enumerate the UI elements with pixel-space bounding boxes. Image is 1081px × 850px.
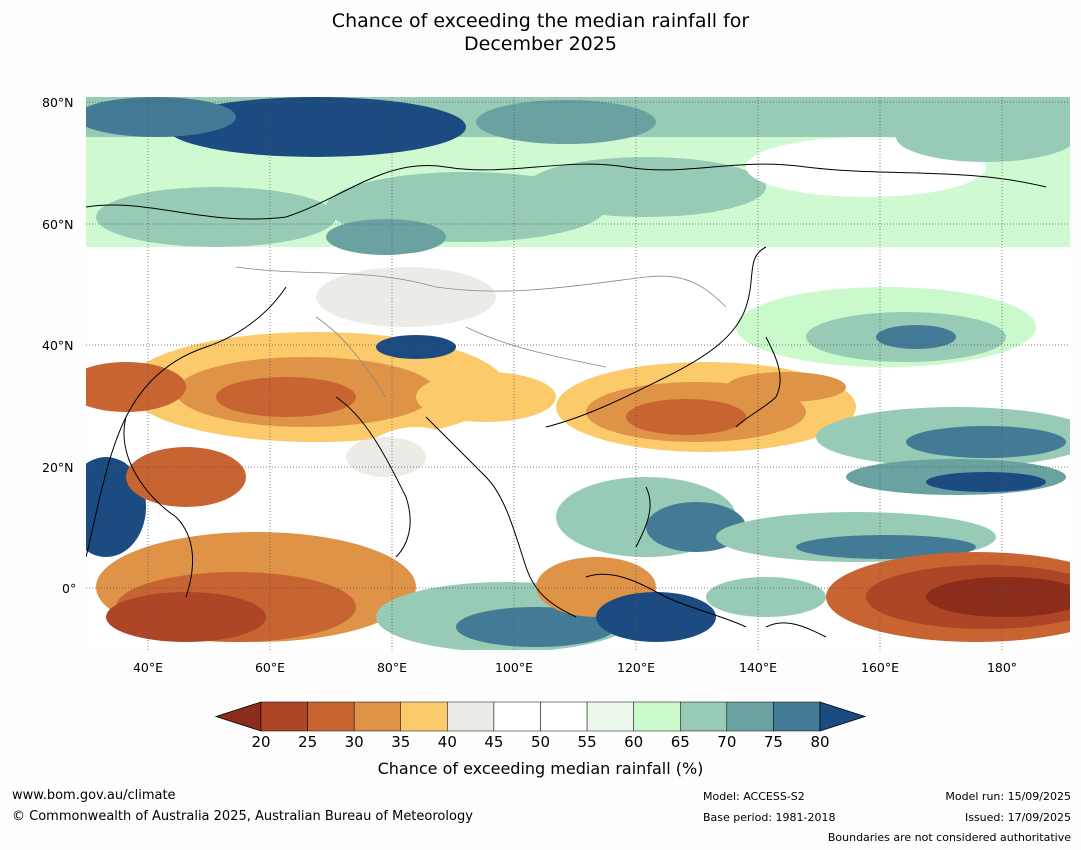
colorbar-segment (726, 701, 774, 732)
footer-model-run: Model run: 15/09/2025 (945, 790, 1071, 803)
dry-region (126, 447, 246, 507)
dry-region (106, 592, 266, 642)
graticule (86, 97, 1070, 650)
wet-region (896, 112, 1070, 162)
very-wet-region (86, 97, 236, 137)
footer-url: www.bom.gov.au/climate (12, 788, 176, 803)
colorbar-tick-label: 45 (484, 733, 504, 751)
chart-title: Chance of exceeding the median rainfall … (0, 10, 1081, 56)
very-wet-region (376, 335, 456, 359)
colorbar-segment (540, 701, 588, 732)
coastlines (86, 163, 1047, 638)
lon-tick: 140°E (738, 660, 778, 675)
lat-tick: 80°N (42, 95, 74, 110)
colorbar (214, 701, 867, 732)
colorbar-tick-label: 75 (763, 733, 783, 751)
wet-region (526, 157, 766, 217)
lat-tick: 20°N (42, 460, 74, 475)
footer-issued: Issued: 17/09/2025 (964, 811, 1071, 824)
lon-tick: 40°E (132, 660, 164, 675)
colorbar-arrow-low (214, 701, 262, 732)
colorbar-tick-label: 65 (670, 733, 690, 751)
colorbar-segment (400, 701, 448, 732)
lon-tick: 160°E (860, 660, 900, 675)
dry-region (86, 362, 186, 412)
neutral-region (346, 437, 426, 477)
lat-tick: 0° (62, 581, 77, 596)
lon-tick: 60°E (254, 660, 286, 675)
footer-base-period: Base period: 1981-2018 (703, 811, 836, 824)
dry-region (416, 372, 556, 422)
very-wet-region (926, 472, 1046, 492)
colorbar-segment (260, 701, 308, 732)
very-wet-region (876, 325, 956, 349)
very-wet-region (906, 426, 1066, 458)
colorbar-segment (447, 701, 495, 732)
colorbar-tick-label: 20 (251, 733, 271, 751)
neutral-region (316, 267, 496, 327)
title-line-1: Chance of exceeding the median rainfall … (331, 10, 750, 32)
lon-tick: 100°E (494, 660, 534, 675)
country-borders (235, 266, 727, 398)
lon-tick: 180° (986, 660, 1018, 675)
map-svg (86, 97, 1070, 650)
lon-tick: 80°E (376, 660, 408, 675)
footer-model: Model: ACCESS-S2 (703, 790, 805, 803)
rainfall-map (86, 97, 1070, 650)
colorbar-segment (633, 701, 681, 732)
dry-region (726, 372, 846, 402)
footer-copyright: © Commonwealth of Australia 2025, Austra… (12, 809, 473, 824)
colorbar-segment (680, 701, 728, 732)
lat-tick: 40°N (42, 338, 74, 353)
colorbar-arrow-high (819, 701, 867, 732)
colorbar-title: Chance of exceeding median rainfall (%) (377, 759, 704, 778)
dry-region (926, 577, 1070, 617)
very-wet-region (166, 97, 466, 157)
colorbar-tick-label: 50 (530, 733, 551, 751)
colorbar-tick-label: 40 (437, 733, 457, 751)
lon-tick: 120°E (616, 660, 656, 675)
wet-region (706, 577, 826, 617)
dry-region (216, 377, 356, 417)
wet-region (326, 219, 446, 255)
colorbar-tick-label: 30 (344, 733, 364, 751)
colorbar-segment (353, 701, 401, 732)
colorbar-tick-label: 25 (298, 733, 318, 751)
wet-region (476, 100, 656, 144)
colorbar-segment (493, 701, 541, 732)
colorbar-tick-label: 80 (810, 733, 830, 751)
lat-tick: 60°N (42, 217, 74, 232)
very-wet-region (796, 535, 976, 559)
colorbar-segment (586, 701, 634, 732)
colorbar-tick-label: 55 (577, 733, 597, 751)
colorbar-tick-label: 70 (717, 733, 737, 751)
very-wet-region (596, 592, 716, 642)
colorbar-segment (307, 701, 355, 732)
colorbar-segment (773, 701, 821, 732)
dry-region (626, 399, 746, 435)
title-line-2: December 2025 (464, 33, 617, 55)
colorbar-tick-label: 35 (391, 733, 411, 751)
footer-disclaimer: Boundaries are not considered authoritat… (827, 831, 1071, 844)
colorbar-tick-label: 60 (624, 733, 644, 751)
